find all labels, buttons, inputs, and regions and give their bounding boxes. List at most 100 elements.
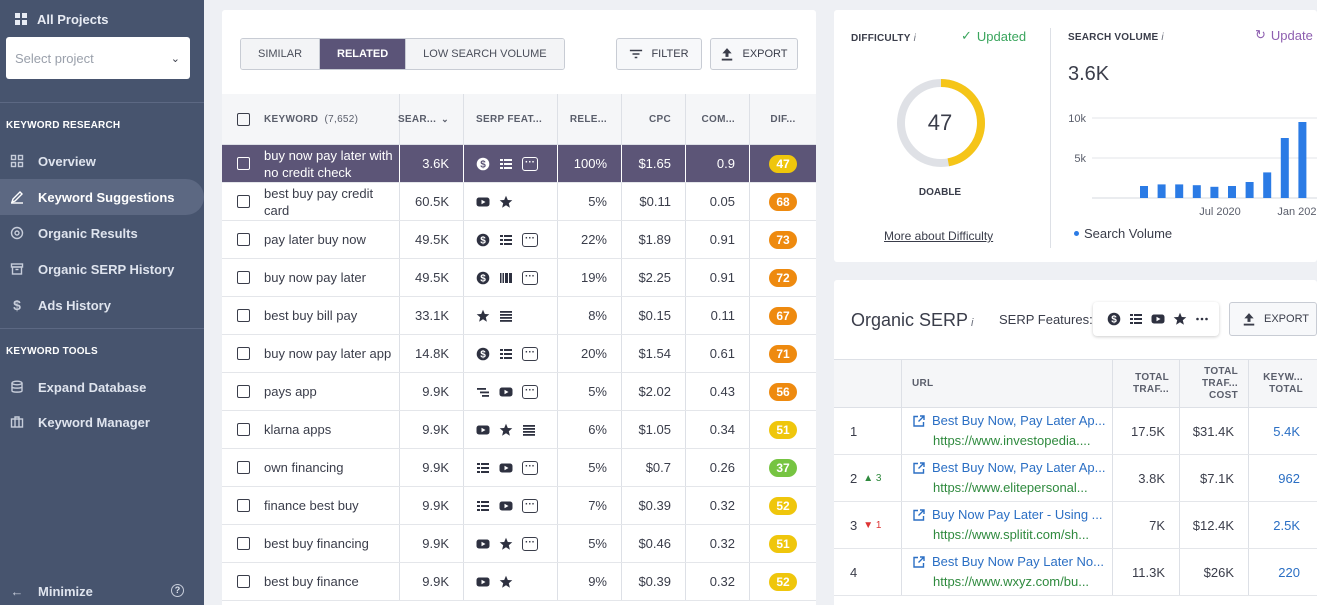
table-row[interactable]: finance best buy 9.9K ··· 7% $0.39 0.32 …	[222, 487, 816, 525]
chart-bar[interactable]	[1157, 184, 1166, 198]
all-projects-link[interactable]: All Projects	[14, 10, 109, 28]
row-checkbox[interactable]	[236, 347, 250, 360]
col-keywords-total[interactable]: KEYW... TOTAL	[1249, 360, 1317, 407]
minimize-button[interactable]: ← Minimize ?	[0, 577, 204, 605]
result-url[interactable]: https://www.investopedia....	[933, 433, 1091, 448]
table-row[interactable]: buy now pay later with no credit check 3…	[222, 145, 816, 183]
result-title-link[interactable]: Best Buy Now, Pay Later Ap...	[912, 411, 1112, 431]
row-checkbox[interactable]	[236, 499, 250, 512]
search-volume-info-icon[interactable]: i	[1161, 32, 1164, 43]
sidebar-item-keyword-manager[interactable]: Keyword Manager	[0, 404, 204, 440]
sidebar-item-keyword-suggestions[interactable]: Keyword Suggestions	[0, 179, 204, 215]
chart-bar[interactable]	[1245, 182, 1254, 198]
more-features-button[interactable]: ···	[522, 270, 538, 285]
keyword-cell[interactable]: best buy finance	[264, 563, 400, 600]
more-features-button[interactable]: ···	[522, 498, 538, 513]
more-features-button[interactable]: ···	[522, 156, 538, 171]
tab-related[interactable]: RELATED	[320, 39, 407, 69]
keywords-total-link[interactable]: 220	[1278, 564, 1300, 580]
table-row[interactable]: best buy finance 9.9K 9% $0.39 0.32 52	[222, 563, 816, 601]
result-url[interactable]: https://www.splitit.com/sh...	[933, 527, 1090, 542]
keyword-cell[interactable]: finance best buy	[264, 487, 400, 524]
chart-bar[interactable]	[1228, 186, 1236, 198]
keywords-total-link[interactable]: 5.4K	[1273, 423, 1300, 439]
more-features-button[interactable]: ···	[522, 346, 538, 361]
row-checkbox[interactable]	[236, 309, 250, 322]
tab-low-search-volume[interactable]: LOW SEARCH VOLUME	[406, 39, 564, 69]
more-features-button[interactable]: ···	[522, 460, 538, 475]
project-select[interactable]: Select project ⌄	[6, 37, 190, 79]
col-competition[interactable]: COM...	[686, 94, 750, 144]
keyword-cell[interactable]: buy now pay later with no credit check	[264, 145, 400, 182]
row-checkbox[interactable]	[236, 575, 250, 588]
keyword-cell[interactable]: pays app	[264, 373, 400, 410]
search-volume-updated-status[interactable]: ↻ Update	[1255, 27, 1313, 43]
col-search-volume[interactable]: SEAR... ⌄	[398, 94, 464, 144]
sidebar-item-overview[interactable]: Overview	[0, 143, 204, 179]
keyword-cell[interactable]: buy now pay later	[264, 259, 400, 296]
table-row[interactable]: best buy bill pay 33.1K 8% $0.15 0.11 67	[222, 297, 816, 335]
result-url[interactable]: https://www.wxyz.com/bu...	[933, 574, 1090, 589]
row-checkbox[interactable]	[236, 537, 250, 550]
col-url[interactable]: URL	[902, 360, 1113, 407]
sidebar-item-organic-serp-history[interactable]: Organic SERP History	[0, 251, 204, 287]
result-title-link[interactable]: Best Buy Now Pay Later No...	[912, 552, 1112, 572]
row-checkbox[interactable]	[236, 423, 250, 436]
col-total-traffic[interactable]: TOTAL TRAF...	[1113, 360, 1180, 407]
chart-bar[interactable]	[1175, 184, 1184, 198]
select-all-checkbox[interactable]	[236, 112, 250, 126]
col-relevance[interactable]: RELE...	[558, 94, 622, 144]
export-button[interactable]: EXPORT	[710, 38, 798, 70]
result-title-link[interactable]: Best Buy Now, Pay Later Ap...	[912, 458, 1112, 478]
row-checkbox[interactable]	[236, 461, 250, 474]
sidebar-item-organic-results[interactable]: Organic Results	[0, 215, 204, 251]
keyword-cell[interactable]: best buy financing	[264, 525, 400, 562]
sidebar-item-ads-history[interactable]: $ Ads History	[0, 287, 204, 323]
result-title-link[interactable]: Buy Now Pay Later - Using ...	[912, 505, 1112, 525]
table-row[interactable]: klarna apps 9.9K 6% $1.05 0.34 51	[222, 411, 816, 449]
keyword-cell[interactable]: pay later buy now	[264, 221, 400, 258]
table-row[interactable]: pay later buy now 49.5K $ ··· 22% $1.89 0…	[222, 221, 816, 259]
keyword-cell[interactable]: best buy pay credit card	[264, 183, 400, 220]
row-checkbox[interactable]	[236, 157, 250, 170]
more-features-button[interactable]: ···	[522, 232, 538, 247]
chart-bar[interactable]	[1192, 185, 1201, 198]
filter-button[interactable]: FILTER	[616, 38, 702, 70]
col-traffic-cost[interactable]: TOTAL TRAF... COST	[1180, 360, 1249, 407]
keyword-cell[interactable]: best buy bill pay	[264, 297, 400, 334]
chart-bar[interactable]	[1140, 186, 1148, 198]
table-row[interactable]: buy now pay later app 14.8K $ ··· 20% $1.…	[222, 335, 816, 373]
organic-serp-info-icon[interactable]: i	[971, 317, 974, 329]
sidebar-item-expand-database[interactable]: Expand Database	[0, 369, 204, 405]
table-row[interactable]: pays app 9.9K ··· 5% $2.02 0.43 56	[222, 373, 816, 411]
difficulty-info-icon[interactable]: i	[913, 33, 916, 44]
row-checkbox[interactable]	[236, 385, 250, 398]
col-difficulty[interactable]: DIF...	[770, 113, 796, 125]
serp-export-button[interactable]: EXPORT	[1229, 302, 1317, 336]
serp-features-list[interactable]: $	[1093, 302, 1219, 336]
keywords-total-link[interactable]: 2.5K	[1273, 517, 1300, 533]
table-row[interactable]: buy now pay later 49.5K $ ··· 19% $2.25 0…	[222, 259, 816, 297]
row-checkbox[interactable]	[236, 271, 250, 284]
keyword-cell[interactable]: own financing	[264, 449, 400, 486]
chart-bar[interactable]	[1210, 186, 1219, 198]
more-about-difficulty-link[interactable]: More about Difficulty	[884, 229, 994, 243]
table-row[interactable]: best buy financing 9.9K ··· 5% $0.46 0.3…	[222, 525, 816, 563]
chart-bar[interactable]	[1298, 122, 1307, 198]
row-checkbox[interactable]	[236, 195, 250, 208]
chart-bar[interactable]	[1280, 138, 1289, 198]
row-checkbox[interactable]	[236, 233, 250, 246]
result-url[interactable]: https://www.elitepersonal...	[933, 480, 1088, 495]
col-serp-features[interactable]: SERP FEAT...	[464, 94, 558, 144]
col-keyword[interactable]: KEYWORD (7,652)	[264, 94, 400, 144]
keyword-cell[interactable]: klarna apps	[264, 411, 400, 448]
keyword-cell[interactable]: buy now pay later app	[264, 335, 400, 372]
keywords-total-link[interactable]: 962	[1278, 470, 1300, 486]
col-cpc[interactable]: CPC	[622, 94, 686, 144]
table-row[interactable]: own financing 9.9K ··· 5% $0.7 0.26 37	[222, 449, 816, 487]
chart-bar[interactable]	[1263, 172, 1272, 198]
table-row[interactable]: best buy pay credit card 60.5K 5% $0.11 …	[222, 183, 816, 221]
more-features-button[interactable]: ···	[522, 384, 538, 399]
more-features-button[interactable]: ···	[522, 536, 538, 551]
tab-similar[interactable]: SIMILAR	[241, 39, 321, 69]
